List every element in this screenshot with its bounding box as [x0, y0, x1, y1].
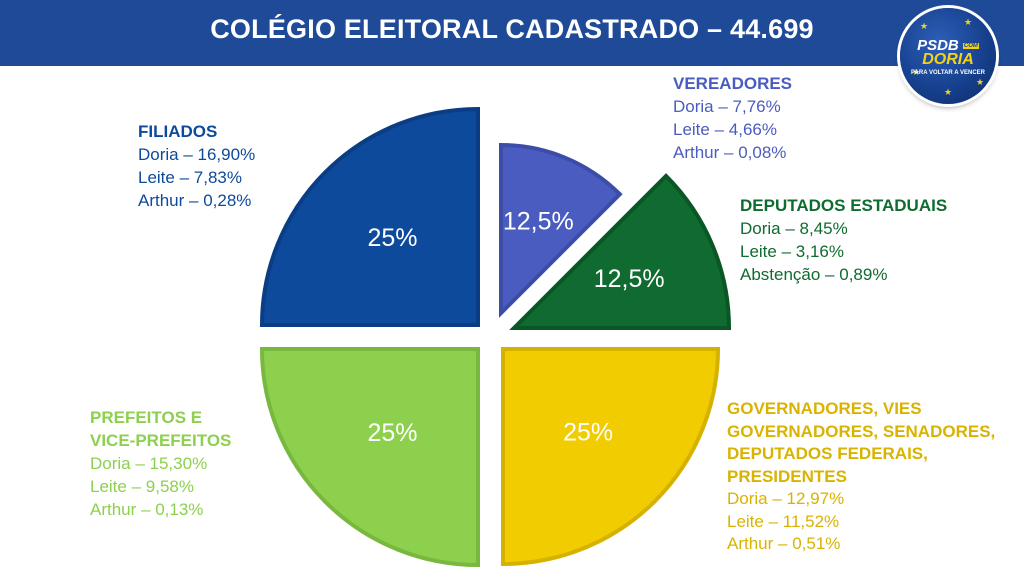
star-icon: ★ [912, 67, 921, 77]
legend-vereadores-title: VEREADORES [673, 74, 793, 93]
legend-vereadores-line: Doria – 7,76% [673, 97, 781, 116]
psdb-doria-logo: ★ ★ ★ ★ ★ PSDB COM DORIA PARA VOLTAR A V… [900, 8, 996, 104]
legend-vereadores: VEREADORES Doria – 7,76% Leite – 4,66% A… [673, 72, 792, 164]
title-banner: COLÉGIO ELEITORAL CADASTRADO – 44.699 [0, 0, 1024, 66]
legend-governadores: GOVERNADORES, VIES GOVERNADORES, SENADOR… [727, 398, 995, 556]
legend-governadores-title: PRESIDENTES [727, 466, 847, 486]
legend-filiados-line: Doria – 16,90% [138, 145, 256, 164]
legend-governadores-line: Leite – 11,52% [727, 511, 840, 531]
page-title: COLÉGIO ELEITORAL CADASTRADO – 44.699 [210, 14, 814, 44]
legend-governadores-line: Arthur – 0,51% [727, 534, 841, 553]
legend-governadores-title: GOVERNADORES, SENADORES, [727, 421, 996, 441]
pie-slice-prefeitos [259, 347, 480, 568]
legend-deputados-line: Leite – 3,16% [740, 242, 844, 261]
pie-slice-governadores [501, 347, 721, 567]
legend-governadores-title: DEPUTADOS FEDERAIS, [727, 444, 928, 463]
legend-deputados: DEPUTADOS ESTADUAIS Doria – 8,45% Leite … [740, 194, 947, 286]
pie-slice-deputados [509, 173, 732, 330]
legend-governadores-title: GOVERNADORES, VIES [727, 399, 922, 418]
legend-prefeitos-title: PREFEITOS E [90, 408, 203, 427]
star-icon: ★ [964, 17, 973, 27]
legend-vereadores-line: Arthur – 0,08% [673, 143, 787, 162]
legend-vereadores-line: Leite – 4,66% [673, 120, 777, 139]
pie-slice-label-governadores: 25% [563, 419, 613, 447]
pie-slice-label-filiados: 25% [367, 224, 417, 252]
legend-filiados-title: FILIADOS [138, 122, 218, 141]
logo-psdb-text: PSDB COM [900, 38, 996, 54]
legend-prefeitos-title: VICE-PREFEITOS [90, 431, 232, 450]
pie-slice-vereadores [499, 142, 623, 318]
legend-governadores-line: Doria – 12,97% [727, 489, 845, 508]
legend-prefeitos-line: Leite – 9,58% [90, 477, 194, 496]
logo-psdb: PSDB [917, 37, 959, 54]
legend-deputados-title: DEPUTADOS ESTADUAIS [740, 196, 948, 215]
pie-slice-label-vereadores: 12,5% [503, 208, 574, 236]
star-icon: ★ [944, 87, 953, 97]
legend-filiados-line: Arthur – 0,28% [138, 191, 252, 210]
logo-tag: COM [962, 42, 979, 49]
legend-prefeitos-line: Doria – 15,30% [90, 454, 208, 473]
logo-slogan: PARA VOLTAR A VENCER [910, 70, 985, 76]
pie-slice-filiados [259, 106, 480, 327]
logo-doria-text: DORIA [922, 51, 974, 68]
legend-prefeitos-line: Arthur – 0,13% [90, 500, 204, 519]
legend-deputados-line: Doria – 8,45% [740, 219, 848, 238]
pie-slice-label-prefeitos: 25% [367, 419, 417, 447]
star-icon: ★ [920, 21, 929, 31]
pie-slice-label-deputados: 12,5% [594, 265, 665, 293]
legend-deputados-line: Abstenção – 0,89% [740, 265, 888, 284]
legend-prefeitos: PREFEITOS E VICE-PREFEITOS Doria – 15,30… [90, 406, 231, 521]
star-icon: ★ [976, 77, 985, 87]
legend-filiados-line: Leite – 7,83% [138, 168, 242, 187]
legend-filiados: FILIADOS Doria – 16,90% Leite – 7,83% Ar… [138, 120, 255, 212]
